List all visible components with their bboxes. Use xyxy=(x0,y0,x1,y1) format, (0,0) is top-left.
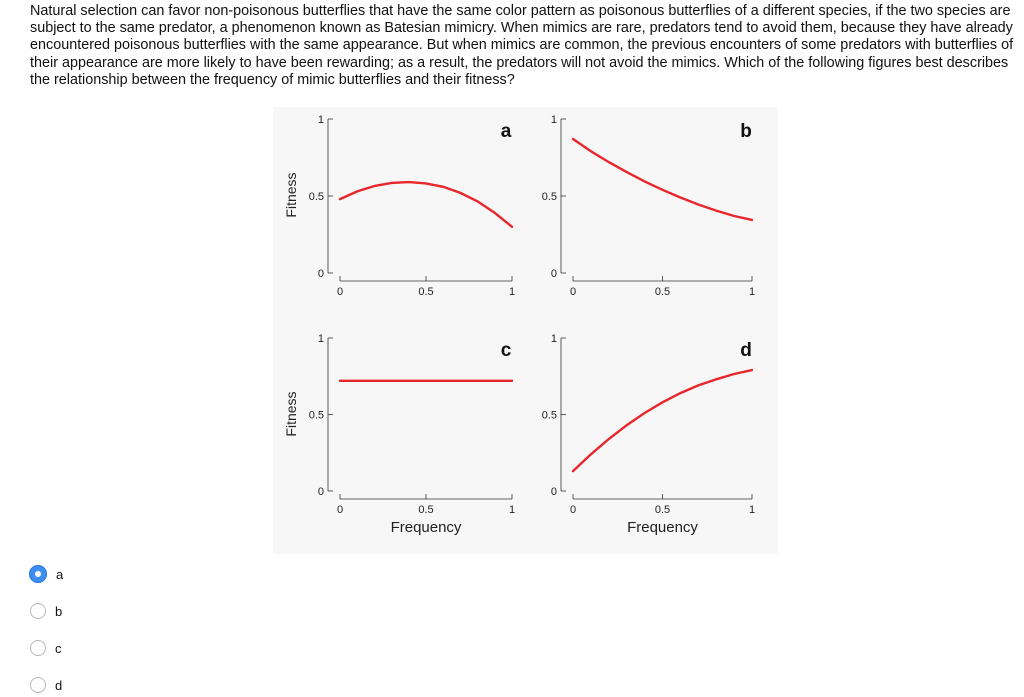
y-axis-label: Fitness xyxy=(283,172,299,217)
y-tick-label: 1 xyxy=(318,333,324,345)
x-tick-label: 0 xyxy=(570,286,576,298)
radio-c[interactable] xyxy=(30,640,46,656)
x-tick-label: 1 xyxy=(509,504,515,516)
y-tick-label: 0 xyxy=(318,268,324,280)
y-tick-label: 0.5 xyxy=(542,191,557,203)
x-tick-label: 0.5 xyxy=(418,286,433,298)
x-tick-label: 1 xyxy=(749,504,755,516)
figure-charts: 0 0.5 1 0 0.5 1 a Fitness 0 0.5 1 0 0.5 1 b 0 0.5 1 0 0.5 1 c… xyxy=(283,114,755,536)
y-tick-label: 0 xyxy=(318,486,324,498)
x-tick-label: 1 xyxy=(509,286,515,298)
series-line-b xyxy=(571,137,754,222)
series-line-a xyxy=(338,180,514,229)
option-label-b: b xyxy=(55,603,63,619)
x-tick-label: 0 xyxy=(570,504,576,516)
x-tick-label: 0.5 xyxy=(418,504,433,516)
y-tick-label: 0.5 xyxy=(309,410,324,422)
x-tick-label: 0 xyxy=(337,286,343,298)
series-line-d xyxy=(571,368,754,473)
panel-label-c: c xyxy=(501,340,512,361)
y-tick-label: 1 xyxy=(551,333,557,345)
option-label-d: d xyxy=(55,677,63,693)
x-tick-label: 0 xyxy=(337,504,343,516)
radio-b[interactable] xyxy=(30,603,46,619)
panel-label-a: a xyxy=(501,121,512,142)
panel-label-b: b xyxy=(740,121,752,142)
y-tick-label: 0 xyxy=(551,268,557,280)
x-tick-label: 1 xyxy=(749,286,755,298)
y-tick-label: 0.5 xyxy=(542,410,557,422)
y-tick-label: 1 xyxy=(551,114,557,126)
y-axis-label: Fitness xyxy=(283,391,299,436)
question-text: Natural selection can favor non-poisonou… xyxy=(30,3,1014,88)
option-d[interactable]: d xyxy=(30,674,110,696)
figure-background xyxy=(273,107,778,554)
y-tick-label: 1 xyxy=(318,114,324,126)
option-c[interactable]: c xyxy=(30,637,110,659)
radio-d[interactable] xyxy=(30,677,46,693)
mimicry-figure: 0 0.5 1 0 0.5 1 a Fitness 0 0.5 1 0 0.5 1 b 0 0.5 1 0 0.5 1 c… xyxy=(273,107,778,554)
option-b[interactable]: b xyxy=(30,600,110,622)
option-label-a: a xyxy=(56,566,64,582)
y-tick-label: 0.5 xyxy=(309,191,324,203)
radio-dot xyxy=(35,571,41,577)
option-label-c: c xyxy=(55,640,62,656)
y-tick-label: 0 xyxy=(551,486,557,498)
radio-a[interactable] xyxy=(29,565,47,583)
x-tick-label: 0.5 xyxy=(655,504,670,516)
x-tick-label: 0.5 xyxy=(655,286,670,298)
option-a[interactable]: a xyxy=(29,563,110,585)
x-axis-label: Frequency xyxy=(627,519,698,536)
x-axis-label: Frequency xyxy=(391,519,462,536)
panel-label-d: d xyxy=(740,340,752,361)
